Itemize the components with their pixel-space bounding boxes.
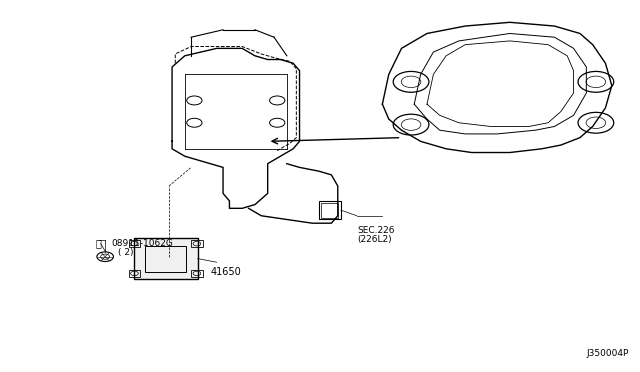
Bar (191, 270, 203, 277)
Text: (226L2): (226L2) (357, 235, 392, 244)
Bar (321, 203, 338, 218)
Text: ( 2): ( 2) (118, 248, 133, 257)
Text: 41650: 41650 (211, 267, 241, 276)
Bar (191, 240, 203, 247)
Bar (129, 270, 140, 277)
Bar (319, 201, 341, 219)
Bar (134, 238, 198, 279)
Text: Ⓝ: Ⓝ (96, 239, 102, 248)
Text: 08911-1062G: 08911-1062G (111, 239, 173, 248)
Bar (145, 246, 186, 272)
Bar (129, 240, 140, 247)
Text: J350004P: J350004P (586, 349, 628, 358)
Text: SEC.226: SEC.226 (357, 226, 394, 235)
